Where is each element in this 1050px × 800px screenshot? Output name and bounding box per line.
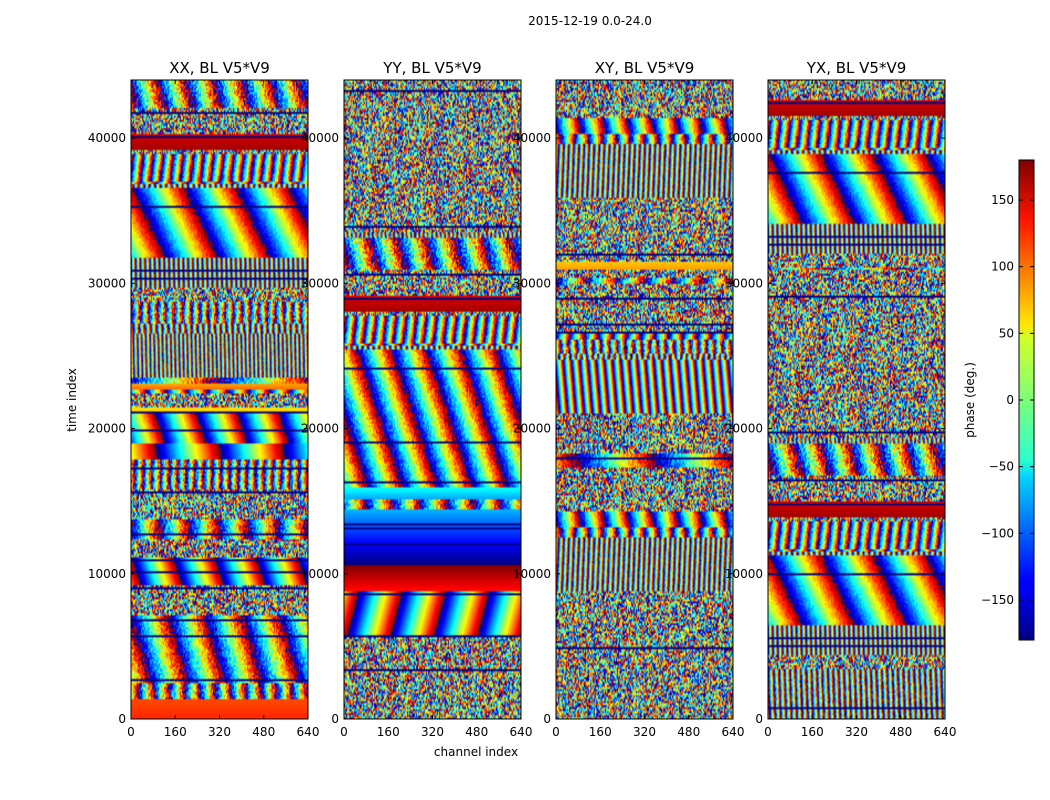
y-tick-label: 30000 (725, 276, 763, 290)
panel-xx: XX, BL V5*V9 0 160 320 480 640 0 10000 20000 3000… (88, 59, 320, 739)
y-tick-label: 20000 (513, 422, 551, 436)
heatmap-panels: XX, BL V5*V9 0 160 320 480 640 0 10000 20000 3000… (88, 59, 957, 739)
colorbar-tick-label: −50 (989, 460, 1014, 474)
y-tick-label: 20000 (88, 422, 126, 436)
heatmap-image-xy (556, 80, 733, 719)
panel-title: XX, BL V5*V9 (169, 59, 270, 77)
x-axis-label: channel index (434, 745, 518, 759)
x-tick-label: 640 (934, 725, 957, 739)
y-tick-label: 40000 (725, 131, 763, 145)
x-tick-label: 480 (252, 725, 275, 739)
colorbar-label: phase (deg.) (963, 362, 977, 438)
y-tick-label: 30000 (513, 276, 551, 290)
x-tick-label: 480 (465, 725, 488, 739)
y-tick-label: 40000 (88, 131, 126, 145)
y-tick-label: 0 (118, 712, 126, 726)
x-tick-label: 0 (127, 725, 135, 739)
colorbar-tick-label: 50 (999, 326, 1014, 340)
x-tick-label: 640 (297, 725, 320, 739)
y-tick-label: 10000 (301, 567, 339, 581)
colorbar: 150 100 50 0 −50 −100 −150 (981, 159, 1035, 641)
colorbar-tick-label: 0 (1006, 393, 1014, 407)
colorbar-tick-label: 150 (991, 193, 1014, 207)
x-tick-label: 480 (889, 725, 912, 739)
x-tick-label: 320 (845, 725, 868, 739)
x-tick-label: 160 (801, 725, 824, 739)
x-tick-label: 320 (208, 725, 231, 739)
x-tick-label: 0 (340, 725, 348, 739)
heatmap-image-yx (768, 80, 945, 719)
panel-yy: YY, BL V5*V9 0 160 320 480 640 0 10000 20000 3000… (301, 59, 533, 739)
x-tick-label: 480 (677, 725, 700, 739)
y-tick-label: 0 (755, 712, 763, 726)
panel-title: YX, BL V5*V9 (806, 59, 907, 77)
colorbar-tick-label: 100 (991, 260, 1014, 274)
x-tick-label: 320 (633, 725, 656, 739)
y-tick-label: 30000 (88, 276, 126, 290)
y-tick-label: 0 (331, 712, 339, 726)
x-tick-label: 0 (552, 725, 560, 739)
y-tick-label: 20000 (301, 422, 339, 436)
x-tick-label: 160 (589, 725, 612, 739)
y-tick-label: 20000 (725, 422, 763, 436)
y-tick-label: 40000 (301, 131, 339, 145)
heatmap-image-yy (344, 80, 521, 719)
colorbar-tick-label: −100 (981, 526, 1014, 540)
panel-title: XY, BL V5*V9 (595, 59, 695, 77)
x-tick-label: 320 (421, 725, 444, 739)
heatmap-image-xx (131, 80, 308, 719)
panel-yx: YX, BL V5*V9 0 160 320 480 640 0 10000 20000 3000… (725, 59, 957, 739)
x-tick-label: 160 (377, 725, 400, 739)
y-tick-label: 30000 (301, 276, 339, 290)
y-tick-label: 40000 (513, 131, 551, 145)
y-tick-label: 0 (543, 712, 551, 726)
y-tick-label: 10000 (513, 567, 551, 581)
y-tick-label: 10000 (88, 567, 126, 581)
figure-suptitle: 2015-12-19 0.0-24.0 (528, 14, 652, 28)
x-tick-label: 160 (164, 725, 187, 739)
panel-xy: XY, BL V5*V9 0 160 320 480 640 0 10000 20000 3000… (513, 59, 745, 739)
colorbar-tick-label: −150 (981, 593, 1014, 607)
x-tick-label: 0 (764, 725, 772, 739)
x-tick-label: 640 (510, 725, 533, 739)
panel-title: YY, BL V5*V9 (382, 59, 481, 77)
x-tick-label: 640 (722, 725, 745, 739)
y-tick-label: 10000 (725, 567, 763, 581)
y-axis-label: time index (65, 368, 79, 432)
